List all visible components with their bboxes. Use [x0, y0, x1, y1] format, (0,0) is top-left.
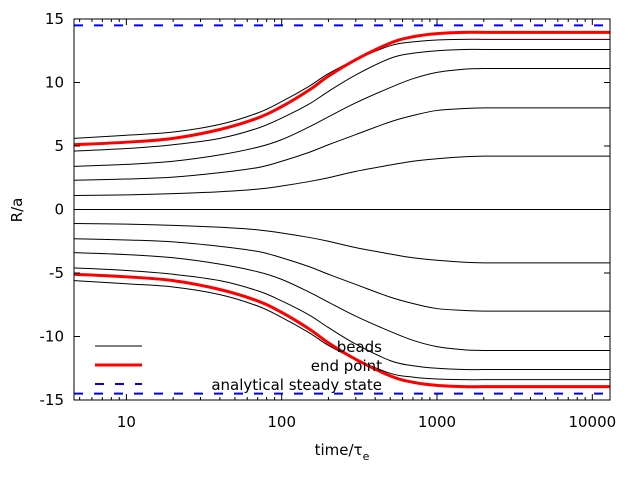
y-tick-label: -10: [40, 328, 65, 346]
bead-line-8: [73, 222, 610, 264]
y-axis: 15 10 5 0 -5 -10 -15: [40, 10, 610, 409]
plot-lines: [73, 24, 611, 395]
x-axis: 10 100 1000 10000: [79, 19, 616, 431]
x-tick-label: 1000: [418, 413, 456, 431]
bead-line-9: [73, 238, 610, 312]
legend-label-3: analytical steady state: [211, 376, 382, 394]
x-tick-label: 100: [267, 413, 296, 431]
bead-line-1: [73, 38, 610, 139]
x-axis-label: time/τe: [315, 441, 370, 463]
y-tick-label: 5: [54, 137, 64, 155]
legend-label-1: beads: [337, 338, 382, 356]
y-tick-label: 15: [45, 10, 64, 28]
bead-line-6: [73, 155, 610, 197]
x-axis-label-subscript: e: [363, 450, 370, 463]
x-tick-label: 10: [117, 413, 136, 431]
y-tick-label: -5: [49, 264, 64, 282]
endpoint-line-2: [73, 30, 610, 147]
bead-line-10: [73, 252, 610, 352]
bead-line-11: [73, 267, 610, 371]
x-tick-label: 10000: [568, 413, 616, 431]
x-axis-label-main: time/τ: [315, 441, 363, 459]
legend-label-2: end point: [311, 357, 382, 375]
y-axis-label: R/a: [8, 198, 26, 223]
bead-line-3: [73, 48, 610, 152]
y-tick-label: -15: [40, 391, 65, 409]
y-tick-label: 0: [54, 201, 64, 219]
bead-line-5: [73, 107, 610, 181]
endpoint-line-12: [73, 272, 610, 389]
bead-line-4: [73, 67, 611, 167]
y-tick-label: 10: [45, 74, 64, 92]
